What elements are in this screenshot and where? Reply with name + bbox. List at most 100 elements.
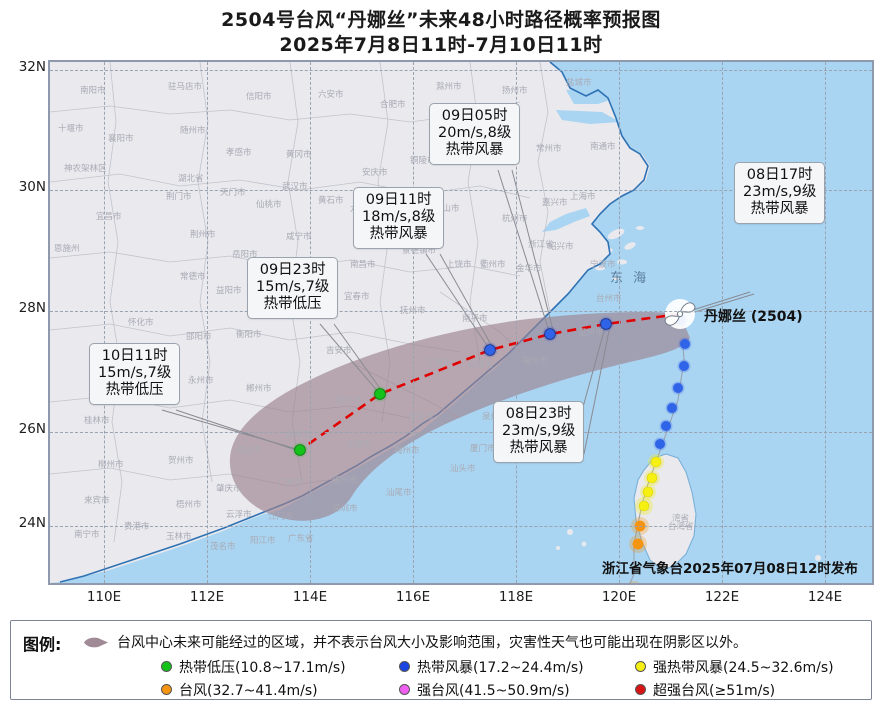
x-tick-118E: 118E: [498, 589, 534, 605]
city-label: 河源市: [346, 440, 372, 450]
gridline-124E: [825, 62, 826, 583]
gridline-120E: [619, 62, 620, 583]
callout-10d11h-category: 热带低压: [105, 382, 164, 398]
y-tick-28N: 28N: [18, 300, 46, 316]
page-title: 2504号台风“丹娜丝”未来48小时路径概率预报图 2025年7月8日11时-7…: [0, 8, 882, 58]
callout-10d11h-wind: 15m/s,7级: [98, 365, 172, 381]
hangzhou-bay: [542, 208, 590, 232]
city-label: 肇庆市: [216, 484, 242, 494]
city-label: 杭州市: [502, 214, 528, 224]
city-label: 宜春市: [344, 292, 370, 302]
title-line-1: 2504号台风“丹娜丝”未来48小时路径概率预报图: [221, 9, 661, 31]
map-canvas[interactable]: 南阳市 驻马店市 信阳市 六安市 合肥市 滁州市 扬州市 盐城市 十堰市 襄阳市 随州市 孝感市 黄冈市…: [48, 60, 874, 585]
legend-title: 图例:: [23, 635, 62, 654]
x-tick-120E: 120E: [601, 589, 637, 605]
y-tick-24N: 24N: [18, 515, 46, 531]
city-label: 衡阳市: [236, 330, 262, 340]
city-label: 黄冈市: [286, 150, 312, 160]
city-label: 天门市: [220, 188, 246, 198]
legend-label-typhoon: 台风(32.7~41.4m/s): [179, 683, 318, 699]
gridline-114E: [310, 62, 311, 583]
x-tick-110E: 110E: [86, 589, 122, 605]
city-label: 宁波市: [590, 260, 616, 270]
callout-09d23h-category: 热带低压: [263, 296, 322, 312]
x-tick-124E: 124E: [807, 589, 843, 605]
callout-09d05h[interactable]: 09日05时 20m/s,8级 热带风暴: [429, 103, 521, 165]
city-label: 柳州市: [98, 460, 124, 470]
taiwan-coastline-stroke: [633, 453, 697, 571]
x-tick-122E: 122E: [704, 589, 740, 605]
city-label: 桂林市: [84, 416, 110, 426]
city-label: 汕头市: [450, 464, 476, 474]
callout-08d17h-category: 热带风暴: [750, 201, 809, 217]
city-label: 吉安市: [326, 346, 352, 356]
city-label: 十堰市: [58, 124, 84, 134]
callout-10d11h[interactable]: 10日11时 15m/s,7级 热带低压: [89, 343, 181, 405]
city-label: 三明市: [426, 358, 452, 368]
city-label: 常州市: [536, 144, 562, 154]
city-label: 台湾省: [668, 522, 694, 532]
city-label: 来宾市: [84, 496, 110, 506]
callout-08d17h-wind: 23m/s,9级: [743, 184, 817, 200]
city-label: 永州市: [188, 376, 214, 386]
city-label: 黄石市: [318, 196, 344, 206]
city-label: 南昌市: [350, 260, 376, 270]
city-label: 咸宁市: [286, 232, 312, 242]
city-label: 郴州市: [246, 384, 272, 394]
city-label: 驻马店市: [168, 82, 203, 92]
city-label: 惠州市: [332, 476, 358, 486]
city-label: 襄阳市: [108, 134, 134, 144]
callout-09d05h-time: 09日05时: [441, 108, 508, 124]
callout-09d11h[interactable]: 09日11时 18m/s,8级 热带风暴: [353, 187, 445, 249]
city-label: 信阳市: [246, 92, 272, 102]
legend-dot-super-typhoon: [635, 684, 646, 695]
island-dot-1: [567, 529, 573, 535]
legend-panel: 图例: 台风中心未来可能经过的区域，并不表示台风大小及影响范围，灾害性天气也可能…: [10, 620, 872, 700]
callout-09d23h[interactable]: 09日23时 15m/s,7级 热带低压: [247, 257, 339, 319]
legend-dot-severe-tropical-storm: [635, 661, 646, 672]
city-label: 景德镇市: [402, 246, 437, 256]
city-label: 贵港市: [124, 522, 150, 532]
forecast-track-line: [299, 312, 681, 452]
city-label: 荆州市: [190, 230, 216, 240]
map-inner: 南阳市 驻马店市 信阳市 六安市 合肥市 滁州市 扬州市 盐城市 十堰市 襄阳市 随州市 孝感市 黄冈市…: [50, 62, 872, 583]
city-label: 厦门市: [470, 444, 496, 454]
callout-09d11h-category: 热带风暴: [369, 226, 428, 242]
title-line-2: 2025年7月8日11时-7月10日11时: [279, 34, 603, 56]
city-label: 南平市: [462, 314, 488, 324]
island-dot-4: [815, 555, 821, 561]
island-dot-2: [581, 541, 587, 547]
legend-dot-typhoon: [161, 684, 172, 695]
south-china-sea: [50, 62, 872, 583]
city-label: 邵阳市: [186, 332, 212, 342]
city-label: 六安市: [318, 90, 344, 100]
gridline-26N: [50, 432, 872, 433]
callout-09d11h-time: 09日11时: [365, 192, 432, 208]
gridline-32N: [50, 70, 872, 71]
city-label: 武汉市: [282, 182, 308, 192]
city-label: 福建省: [468, 360, 494, 370]
y-tick-26N: 26N: [18, 421, 46, 437]
city-label: 赣州市: [336, 396, 362, 406]
city-label: 深圳市: [332, 504, 358, 514]
city-label: 常德市: [180, 272, 206, 282]
gridline-24N: [50, 526, 872, 527]
city-label: 贺州市: [168, 456, 194, 466]
legend-label-severe-tropical-storm: 强热带风暴(24.5~32.6m/s): [653, 660, 834, 676]
city-label: 铜陵市: [410, 156, 436, 166]
city-label: 广州市: [278, 478, 304, 488]
callout-09d05h-category: 热带风暴: [445, 142, 504, 158]
legend-label-severe-typhoon: 强台风(41.5~50.9m/s): [417, 683, 570, 699]
city-label: 台州市: [596, 294, 622, 304]
city-label: 嘉兴市: [542, 198, 568, 208]
taiwan-island: [634, 454, 696, 570]
callout-08d17h[interactable]: 08日17时 23m/s,9级 热带风暴: [734, 162, 826, 224]
city-label: 仙桃市: [256, 200, 282, 210]
gridline-122E: [722, 62, 723, 583]
city-label: 韶关市: [286, 430, 312, 440]
legend-dot-severe-typhoon: [399, 684, 410, 695]
typhoon-name-label: 丹娜丝 (2504): [704, 309, 803, 325]
callout-08d23h[interactable]: 08日23时 23m/s,9级 热带风暴: [493, 401, 585, 463]
y-tick-30N: 30N: [18, 179, 46, 195]
city-label: 温州市: [578, 328, 604, 338]
